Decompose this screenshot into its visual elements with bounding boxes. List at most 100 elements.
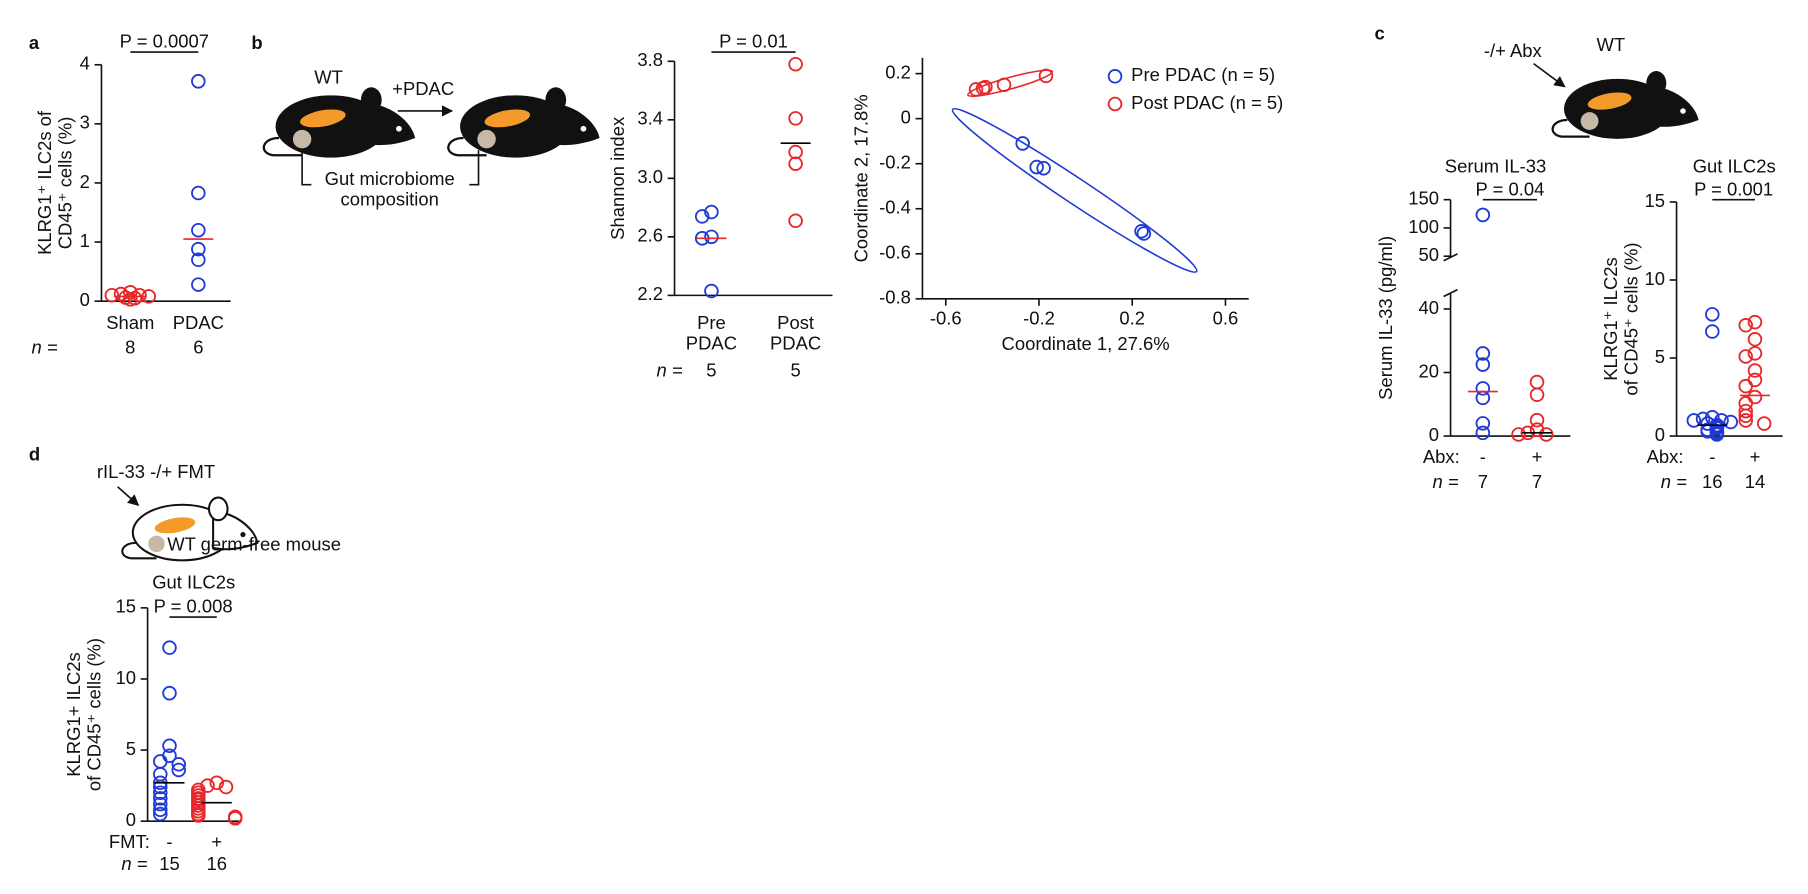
y-tick-label: 20	[1419, 360, 1440, 381]
data-point	[200, 778, 215, 793]
legend-label: Post PDAC (n = 5)	[1131, 92, 1283, 113]
data-point	[1038, 68, 1054, 84]
data-point	[1705, 324, 1720, 339]
x-prefix: Abx:	[1423, 446, 1460, 467]
data-point	[153, 779, 168, 795]
data-point	[171, 757, 186, 772]
x-tick-label: PDAC	[173, 312, 224, 333]
data-point	[153, 785, 168, 800]
data-point	[1134, 224, 1149, 239]
data-point	[1738, 378, 1753, 394]
x-tick-label: Sham	[106, 312, 154, 333]
axis-break	[1443, 253, 1458, 262]
data-point	[191, 222, 206, 238]
arrow	[117, 486, 140, 506]
diagram-label: rIL-33 -/+ FMT	[97, 461, 215, 482]
y-tick-label: 0	[1429, 424, 1439, 445]
data-point	[1475, 425, 1491, 441]
data-point	[1475, 416, 1491, 431]
data-point	[171, 762, 186, 778]
y-tick-label: 15	[1645, 190, 1666, 211]
p-value: P = 0.008	[154, 596, 233, 617]
confidence-ellipse	[951, 107, 1198, 273]
data-point	[1747, 346, 1763, 361]
data-point	[1036, 160, 1051, 176]
x-tick-label: +	[1532, 446, 1543, 467]
y-tick-label: 40	[1419, 297, 1440, 318]
n-value: 7	[1532, 471, 1542, 492]
bracket	[301, 150, 480, 186]
y-axis-label: Shannon index	[607, 116, 628, 240]
x-tick-label: -	[1709, 446, 1715, 467]
data-point	[1538, 427, 1554, 442]
n-label: n =	[121, 853, 147, 874]
data-point	[191, 808, 206, 823]
data-point	[1756, 416, 1772, 431]
y-tick-label: 0	[901, 107, 911, 128]
data-point	[123, 292, 138, 307]
x-axis-label: Coordinate 1, 27.6%	[1002, 333, 1170, 354]
data-point	[1511, 427, 1526, 442]
diagram-label: WT	[314, 66, 343, 87]
y-tick-label: -0.4	[879, 197, 911, 218]
n-value: 14	[1745, 471, 1766, 492]
n-value: 5	[790, 359, 800, 380]
y-tick-label: 2.6	[637, 225, 663, 246]
y-axis-label: Coordinate 2, 17.8%	[850, 94, 871, 262]
y-tick-label: 3.4	[637, 108, 663, 129]
data-point	[788, 213, 803, 229]
data-point	[788, 111, 803, 126]
data-point	[788, 156, 803, 171]
y-tick-label: 3.8	[637, 49, 663, 70]
n-label: n =	[1432, 471, 1458, 492]
data-point	[1738, 317, 1753, 333]
y-tick-label: 4	[80, 53, 90, 74]
x-tick-label: -	[166, 831, 172, 852]
legend-label: Pre PDAC (n = 5)	[1131, 64, 1275, 85]
data-point	[1738, 408, 1753, 424]
y-tick-label: -0.2	[879, 152, 911, 173]
y-tick-label: 2.2	[637, 283, 663, 304]
data-point	[162, 640, 177, 655]
p-value: P = 0.001	[1694, 178, 1773, 199]
y-tick-label: 0	[80, 289, 90, 310]
x-tick-label: +	[1750, 446, 1761, 467]
y-tick-label: 0.2	[885, 61, 911, 82]
n-label: n =	[1661, 471, 1687, 492]
panel-letter: c	[1374, 23, 1384, 44]
y-tick-label: 5	[1655, 346, 1665, 367]
data-point	[1529, 412, 1545, 428]
data-point	[153, 802, 168, 818]
data-point	[1738, 403, 1753, 419]
x-tick-label: Post PDAC	[769, 313, 822, 355]
p-value: P = 0.04	[1475, 178, 1544, 199]
x-tick-label: -0.6	[930, 307, 962, 328]
data-point	[209, 775, 225, 791]
y-tick-label: -0.8	[879, 287, 911, 308]
y-tick-label: 3	[80, 112, 90, 133]
data-point	[1747, 332, 1763, 347]
data-point	[996, 77, 1012, 93]
chart-title: Gut ILC2s	[1693, 155, 1776, 176]
data-point	[788, 144, 803, 160]
n-value: 16	[207, 853, 228, 874]
data-point	[191, 277, 206, 292]
confidence-ellipse	[967, 69, 1054, 97]
legend-marker	[1107, 69, 1123, 84]
n-value: 16	[1702, 471, 1723, 492]
y-axis-label: KLRG1⁺ ILC2s of	[34, 110, 55, 255]
data-point	[1475, 381, 1491, 396]
data-point	[191, 74, 206, 89]
data-point	[191, 252, 206, 268]
data-point	[694, 209, 710, 224]
data-point	[1723, 414, 1739, 430]
data-point	[1136, 226, 1152, 241]
data-point	[162, 685, 177, 701]
axis-break	[1443, 288, 1458, 298]
panel-letter: d	[29, 444, 40, 465]
y-tick-label: 10	[116, 667, 137, 688]
data-point	[704, 283, 719, 299]
y-tick-label: 100	[1408, 216, 1439, 237]
n-value: 15	[159, 853, 180, 874]
